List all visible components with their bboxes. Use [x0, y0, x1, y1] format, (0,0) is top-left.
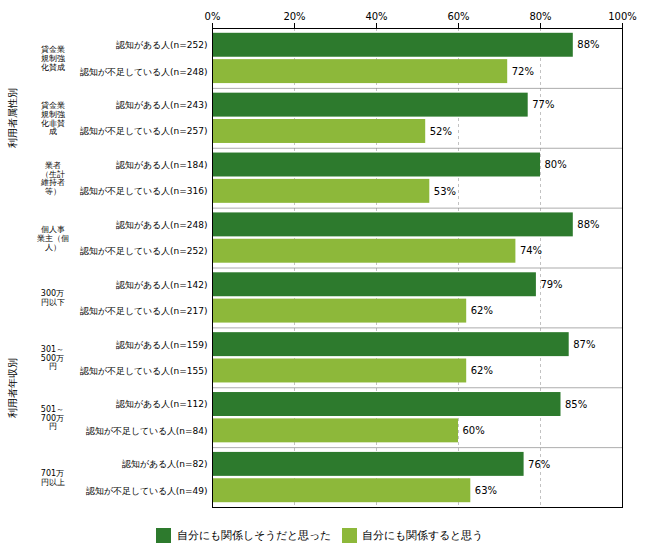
- svg-text:認知がある人(n=252): 認知がある人(n=252): [116, 40, 207, 50]
- svg-text:認知がある人(n=159): 認知がある人(n=159): [116, 340, 207, 350]
- svg-text:利用者年収別: 利用者年収別: [7, 358, 18, 418]
- svg-text:62%: 62%: [471, 365, 493, 376]
- svg-text:300万円以下: 300万円以下: [41, 289, 65, 307]
- svg-text:認知が不足している人(n=49): 認知が不足している人(n=49): [86, 486, 208, 496]
- html-text:自分にも関係しそうだと思った: 自分にも関係しそうだと思った: [176, 529, 331, 542]
- svg-text:62%: 62%: [471, 305, 493, 316]
- svg-text:認知がある人(n=248): 認知がある人(n=248): [116, 220, 207, 230]
- svg-text:認知がある人(n=142): 認知がある人(n=142): [116, 280, 207, 290]
- svg-text:業者（生計維持者等）: 業者（生計維持者等）: [40, 161, 65, 196]
- svg-text:認知が不足している人(n=316): 認知が不足している人(n=316): [80, 186, 207, 196]
- svg-text:72%: 72%: [512, 66, 534, 77]
- svg-text:76%: 76%: [528, 459, 550, 470]
- svg-text:63%: 63%: [475, 485, 497, 496]
- svg-text:認知が不足している人(n=84): 認知が不足している人(n=84): [86, 426, 208, 436]
- svg-text:87%: 87%: [573, 339, 595, 350]
- svg-text:個人事業主（個人）: 個人事業主（個人）: [37, 225, 69, 252]
- svg-text:52%: 52%: [430, 126, 452, 137]
- svg-text:認知が不足している人(n=257): 認知が不足している人(n=257): [80, 126, 207, 136]
- svg-text:77%: 77%: [532, 99, 554, 110]
- svg-text:認知が不足している人(n=217): 認知が不足している人(n=217): [80, 306, 207, 316]
- svg-text:60%: 60%: [463, 425, 485, 436]
- svg-text:認知がある人(n=112): 認知がある人(n=112): [116, 399, 207, 409]
- svg-text:100%: 100%: [608, 11, 637, 22]
- svg-text:0%: 0%: [205, 11, 221, 22]
- svg-text:85%: 85%: [565, 399, 587, 410]
- svg-text:貸金業規制強化賛成: 貸金業規制強化賛成: [41, 45, 65, 72]
- html-text:自分にも関係すると思う: 自分にも関係すると思う: [362, 529, 483, 542]
- svg-text:利用者属性別: 利用者属性別: [7, 88, 18, 148]
- svg-text:74%: 74%: [520, 245, 542, 256]
- svg-text:認知がある人(n=243): 認知がある人(n=243): [116, 100, 207, 110]
- svg-text:40%: 40%: [365, 11, 387, 22]
- svg-text:認知がある人(n=82): 認知がある人(n=82): [122, 459, 208, 469]
- svg-text:80%: 80%: [545, 159, 567, 170]
- svg-text:80%: 80%: [529, 11, 551, 22]
- svg-text:認知が不足している人(n=252): 認知が不足している人(n=252): [80, 246, 207, 256]
- svg-text:301～500万円: 301～500万円: [41, 345, 64, 372]
- svg-text:79%: 79%: [540, 279, 562, 290]
- svg-text:認知がある人(n=184): 認知がある人(n=184): [116, 160, 207, 170]
- svg-text:認知が不足している人(n=155): 認知が不足している人(n=155): [80, 366, 207, 376]
- svg-text:貸金業規制強化非賛成: 貸金業規制強化非賛成: [41, 101, 65, 136]
- svg-text:53%: 53%: [434, 186, 456, 197]
- svg-text:701万円以上: 701万円以上: [41, 469, 65, 487]
- svg-text:20%: 20%: [283, 11, 305, 22]
- svg-text:60%: 60%: [447, 11, 469, 22]
- svg-text:501～700万円: 501～700万円: [41, 405, 64, 432]
- svg-text:88%: 88%: [577, 219, 599, 230]
- svg-text:88%: 88%: [577, 39, 599, 50]
- svg-text:認知が不足している人(n=248): 認知が不足している人(n=248): [80, 66, 207, 76]
